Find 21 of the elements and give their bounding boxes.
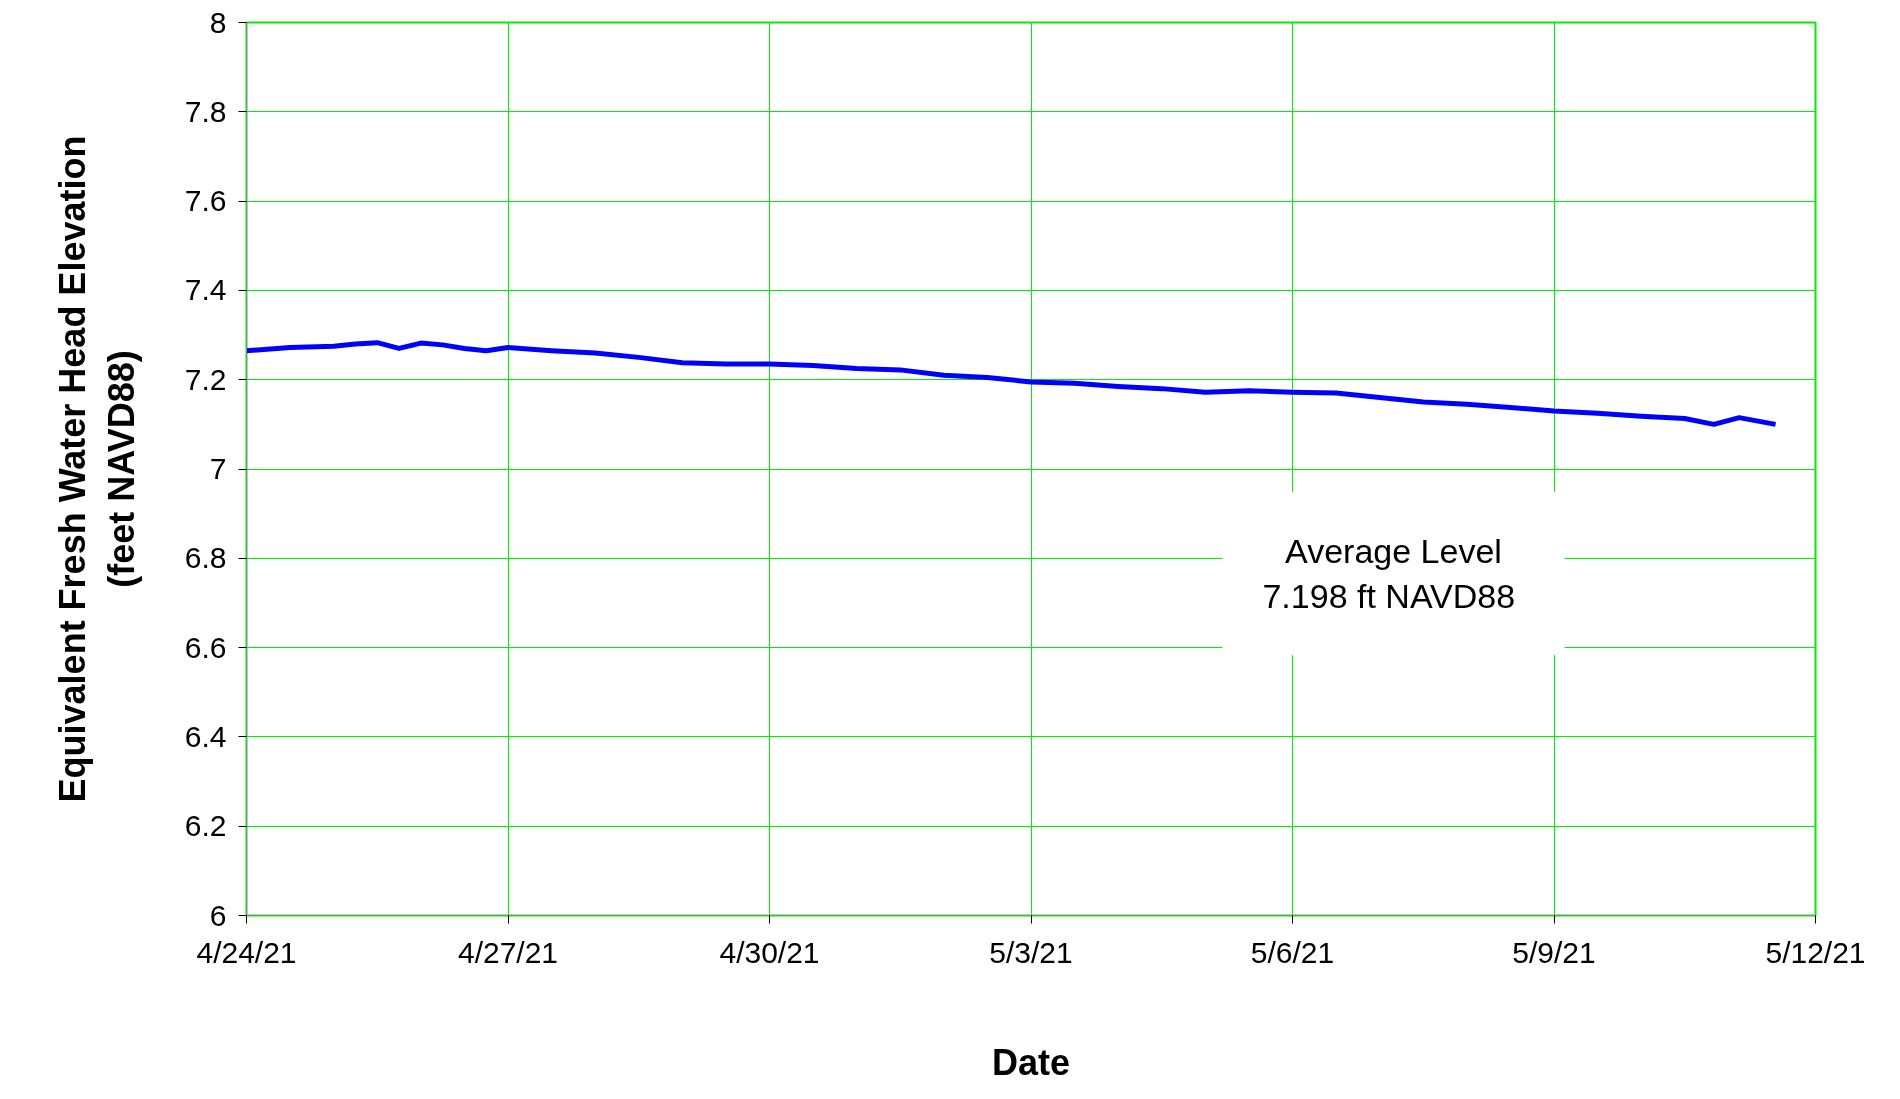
y-tick-label: 6.6 — [184, 630, 227, 664]
y-tick-label: 6 — [209, 898, 227, 932]
x-axis-title: Date — [991, 1041, 1071, 1083]
annotation: Average Level 7.198 ft NAVD88 — [1262, 531, 1516, 616]
x-tick-label: 5/3/21 — [989, 935, 1073, 969]
y-tick-label: 7 — [209, 452, 227, 485]
x-tick-label: 4/27/21 — [457, 935, 559, 969]
x-tick-label: 5/6/21 — [1250, 935, 1335, 969]
y-tick-label: 6.8 — [184, 541, 227, 575]
y-tick-label: 7.8 — [184, 94, 227, 128]
y-tick-label: 7.4 — [184, 273, 227, 307]
x-tick-label: 5/9/21 — [1512, 935, 1596, 969]
y-axis-title: Equivalent Fresh Water Head Elevation (feet NAVD88) — [51, 135, 142, 803]
y-tick-label: 7.2 — [184, 362, 227, 396]
y-tick-label: 7.6 — [184, 184, 227, 218]
y-tick-label: 8 — [209, 5, 227, 39]
x-tick-label: 4/30/21 — [719, 935, 820, 969]
y-tick-label: 6.4 — [184, 719, 227, 753]
x-tick-label: 5/12/21 — [1765, 935, 1866, 969]
x-tick-label: 4/24/21 — [196, 935, 297, 969]
y-tick-label: 6.2 — [184, 809, 227, 843]
